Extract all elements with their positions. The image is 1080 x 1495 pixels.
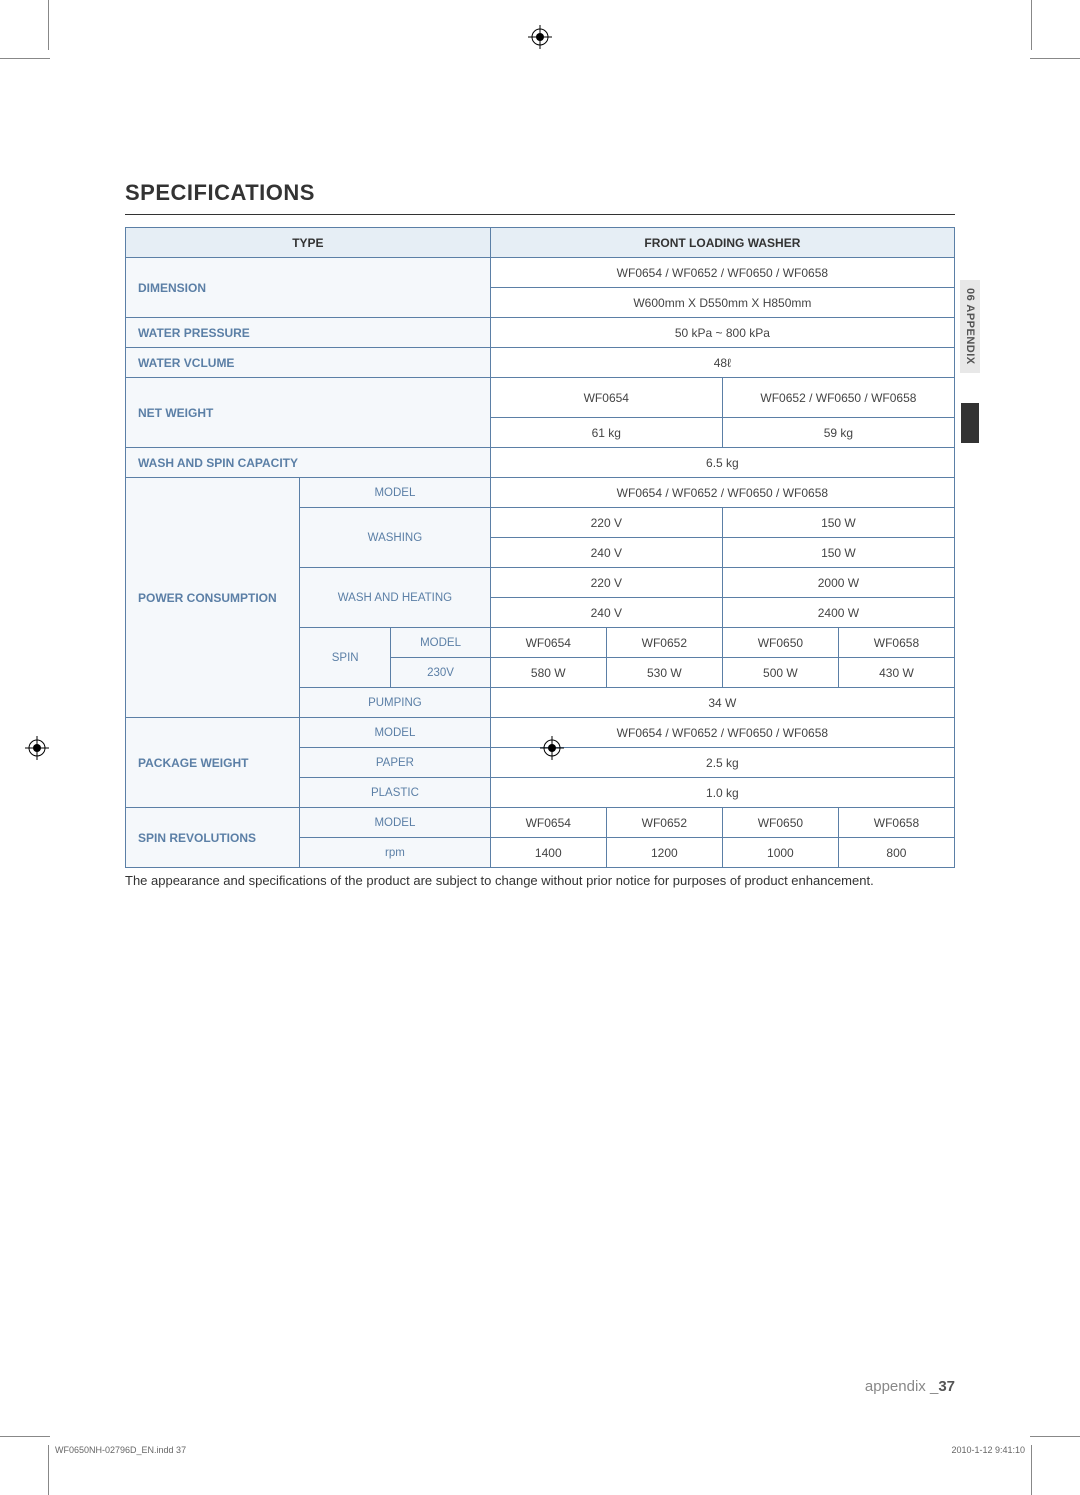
spin-volt: 230V	[391, 658, 490, 688]
dimension-value: W600mm X D550mm X H850mm	[490, 288, 954, 318]
washing-volt-1: 240 V	[490, 538, 722, 568]
rpm-2: 1000	[722, 838, 838, 868]
specifications-table: TYPE FRONT LOADING WASHER DIMENSION WF06…	[125, 227, 955, 868]
rpm-label: rpm	[300, 838, 491, 868]
type-label: TYPE	[126, 228, 491, 258]
spin-rev-model-2: WF0650	[722, 808, 838, 838]
pumping-label: PUMPING	[300, 688, 491, 718]
wash-spin-value: 6.5 kg	[490, 448, 954, 478]
dimension-label: DIMENSION	[126, 258, 491, 318]
spin-watt-3: 430 W	[838, 658, 954, 688]
spin-rev-model-label: MODEL	[300, 808, 491, 838]
spin-model-2: WF0650	[722, 628, 838, 658]
spin-model-1: WF0652	[606, 628, 722, 658]
rpm-3: 800	[838, 838, 954, 868]
print-metadata: WF0650NH-02796D_EN.indd 37 2010-1-12 9:4…	[55, 1445, 1025, 1455]
dimension-models: WF0654 / WF0652 / WF0650 / WF0658	[490, 258, 954, 288]
net-weight-label: NET WEIGHT	[126, 378, 491, 448]
section-tab: 06 APPENDIX	[960, 280, 980, 443]
wash-heat-watt-0: 2000 W	[722, 568, 954, 598]
spin-model-0: WF0654	[490, 628, 606, 658]
registration-mark-icon	[540, 736, 564, 760]
rpm-0: 1400	[490, 838, 606, 868]
footer-page-number: 37	[938, 1378, 955, 1395]
spin-model-label: MODEL	[391, 628, 490, 658]
spin-rev-label: SPIN REVOLUTIONS	[126, 808, 300, 868]
spin-rev-model-3: WF0658	[838, 808, 954, 838]
footer-section: appendix _	[865, 1378, 938, 1395]
net-weight-value-1: 61 kg	[490, 418, 722, 448]
disclaimer-note: The appearance and specifications of the…	[125, 872, 955, 890]
spin-watt-1: 530 W	[606, 658, 722, 688]
water-volume-value: 48ℓ	[490, 348, 954, 378]
power-model-value: WF0654 / WF0652 / WF0650 / WF0658	[490, 478, 954, 508]
washing-label: WASHING	[300, 508, 491, 568]
wash-heat-label: WASH AND HEATING	[300, 568, 491, 628]
wash-heat-volt-0: 220 V	[490, 568, 722, 598]
rpm-1: 1200	[606, 838, 722, 868]
water-pressure-label: WATER PRESSURE	[126, 318, 491, 348]
wash-spin-label: WASH AND SPIN CAPACITY	[126, 448, 491, 478]
net-weight-model-2: WF0652 / WF0650 / WF0658	[722, 378, 954, 418]
source-file: WF0650NH-02796D_EN.indd 37	[55, 1445, 186, 1455]
water-volume-label: WATER VCLUME	[126, 348, 491, 378]
power-label: POWER CONSUMPTION	[126, 478, 300, 718]
spin-watt-0: 580 W	[490, 658, 606, 688]
plastic-label: PLASTIC	[300, 778, 491, 808]
plastic-value: 1.0 kg	[490, 778, 954, 808]
type-value: FRONT LOADING WASHER	[490, 228, 954, 258]
paper-label: PAPER	[300, 748, 491, 778]
spin-rev-model-1: WF0652	[606, 808, 722, 838]
net-weight-model-1: WF0654	[490, 378, 722, 418]
page-footer: appendix _37	[865, 1378, 955, 1395]
spin-label: SPIN	[300, 628, 391, 688]
washing-watt-0: 150 W	[722, 508, 954, 538]
net-weight-value-2: 59 kg	[722, 418, 954, 448]
section-tab-label: 06 APPENDIX	[960, 280, 980, 373]
spin-rev-model-0: WF0654	[490, 808, 606, 838]
package-model-label: MODEL	[300, 718, 491, 748]
wash-heat-watt-1: 2400 W	[722, 598, 954, 628]
registration-mark-icon	[25, 736, 49, 760]
washing-volt-0: 220 V	[490, 508, 722, 538]
package-label: PACKAGE WEIGHT	[126, 718, 300, 808]
spin-watt-2: 500 W	[722, 658, 838, 688]
section-tab-marker	[961, 403, 979, 443]
power-model-label: MODEL	[300, 478, 491, 508]
washing-watt-1: 150 W	[722, 538, 954, 568]
water-pressure-value: 50 kPa ~ 800 kPa	[490, 318, 954, 348]
print-timestamp: 2010-1-12 9:41:10	[951, 1445, 1025, 1455]
registration-mark-icon	[528, 25, 552, 49]
spin-model-3: WF0658	[838, 628, 954, 658]
wash-heat-volt-1: 240 V	[490, 598, 722, 628]
pumping-value: 34 W	[490, 688, 954, 718]
page-heading: SPECIFICATIONS	[125, 180, 955, 215]
